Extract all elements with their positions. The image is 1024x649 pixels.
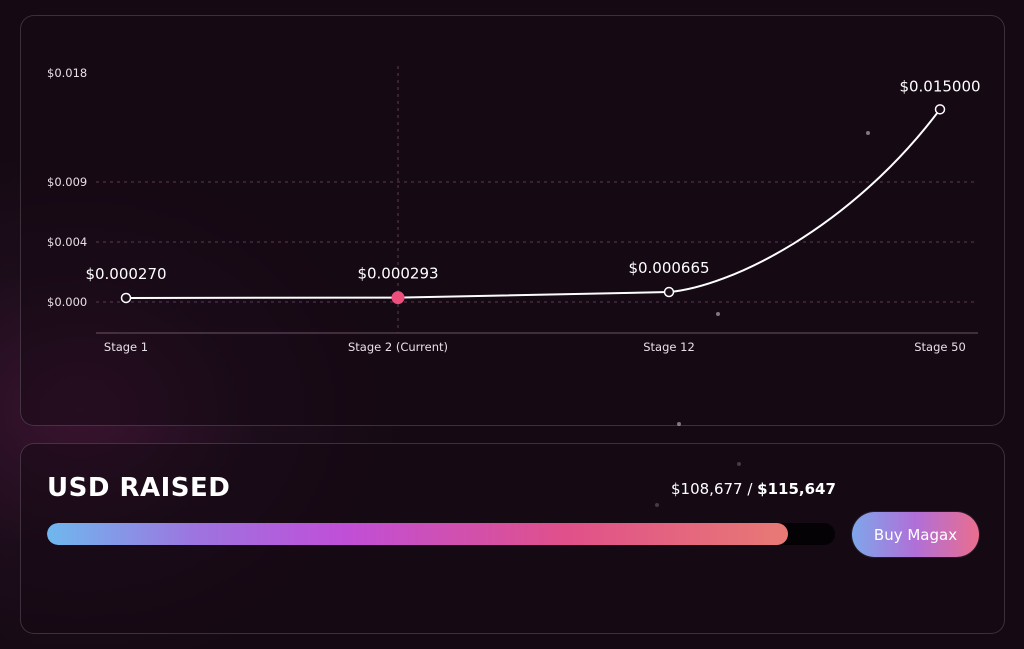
x-tick-label: Stage 12	[643, 340, 695, 354]
data-point	[663, 286, 675, 298]
raised-amount: $108,677	[671, 480, 743, 498]
price-chart-panel	[20, 15, 1005, 426]
data-point	[934, 104, 946, 115]
raise-progress-fill	[47, 523, 788, 545]
x-tick-label: Stage 50	[914, 340, 966, 354]
price-line	[125, 108, 941, 299]
decorative-dot	[677, 422, 681, 426]
y-tick-label: $0.000	[47, 295, 87, 309]
data-label: $0.000270	[85, 265, 166, 283]
y-tick-label: $0.004	[47, 235, 87, 249]
decorative-dot	[866, 131, 870, 135]
raise-progress-bar	[47, 523, 835, 545]
data-label: $0.000665	[628, 259, 709, 277]
raised-separator: /	[742, 480, 758, 498]
y-tick-label: $0.018	[47, 66, 87, 80]
raised-amounts: $108,677 / $115,647	[671, 480, 836, 498]
decorative-dot	[716, 312, 720, 316]
usd-raised-title: USD RAISED	[47, 473, 231, 503]
price-chart: $0.018 $0.009 $0.004 $0.000 Stage 1 Stage 2 (…	[47, 66, 981, 354]
data-label: $0.015000	[899, 77, 980, 95]
data-label: $0.000293	[357, 265, 438, 283]
buy-magax-button[interactable]: Buy Magax	[852, 512, 979, 557]
data-point	[120, 292, 132, 304]
y-tick-label: $0.009	[47, 175, 87, 189]
x-tick-label: Stage 1	[104, 340, 148, 354]
raised-target: $115,647	[757, 480, 836, 498]
x-tick-label: Stage 2 (Current)	[348, 340, 448, 354]
current-stage-point	[391, 291, 405, 305]
